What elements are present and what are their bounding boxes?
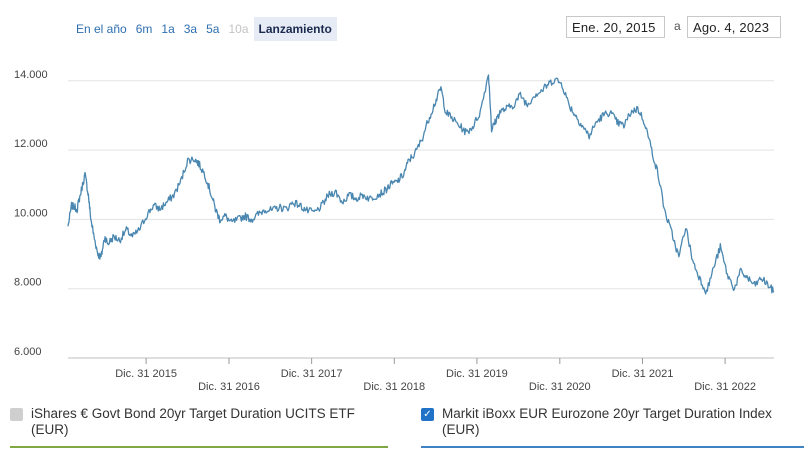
y-tick-label: 14.000 xyxy=(14,69,48,81)
legend-item-ishares-etf[interactable]: iShares € Govt Bond 20yr Target Duration… xyxy=(10,406,388,448)
range-button-0[interactable]: En el año xyxy=(76,22,127,36)
date-range-separator: a xyxy=(674,19,681,33)
x-tick-label: Dic. 31 2022 xyxy=(694,381,756,393)
y-tick-label: 6.000 xyxy=(14,346,42,358)
range-button-1[interactable]: 6m xyxy=(135,22,153,36)
y-tick-label: 10.000 xyxy=(14,207,48,219)
range-button-3[interactable]: 3a xyxy=(183,22,198,36)
x-tick-label: Dic. 31 2021 xyxy=(612,368,674,380)
line-chart: 6.000 8.000 10.000 12.000 14.000 Dic. 31 201… xyxy=(14,69,775,393)
x-tick-label: Dic. 31 2015 xyxy=(115,368,177,380)
x-tick-label: Dic. 31 2020 xyxy=(529,381,591,393)
range-selector: En el año 6m 1a 3a 5a 10a Lanzamiento xyxy=(72,16,338,42)
range-button-6[interactable]: Lanzamiento xyxy=(253,17,337,41)
x-axis: Dic. 31 2015 Dic. 31 2016 Dic. 31 2017 Dic.… xyxy=(115,358,756,393)
date-to-input[interactable]: Ago. 4, 2023 xyxy=(687,16,781,38)
x-tick-label: Dic. 31 2019 xyxy=(446,368,508,380)
range-button-5: 10a xyxy=(228,22,249,36)
x-tick-label: Dic. 31 2018 xyxy=(363,381,425,393)
range-button-2[interactable]: 1a xyxy=(161,22,175,36)
x-tick-label: Dic. 31 2016 xyxy=(198,381,260,393)
grid-lines xyxy=(68,80,774,359)
series-layer xyxy=(67,74,775,295)
y-axis: 6.000 8.000 10.000 12.000 14.000 xyxy=(14,69,48,358)
y-tick-label: 8.000 xyxy=(14,277,42,289)
checkbox-icon[interactable] xyxy=(10,408,23,421)
y-tick-label: 12.000 xyxy=(14,138,48,150)
legend-label: iShares € Govt Bond 20yr Target Duration… xyxy=(31,406,355,437)
range-button-4[interactable]: 5a xyxy=(206,22,220,36)
date-from-input[interactable]: Ene. 20, 2015 xyxy=(566,16,665,38)
x-tick-label: Dic. 31 2017 xyxy=(281,368,343,380)
legend-item-markit-index[interactable]: ✓ Markit iBoxx EUR Eurozone 20yr Target … xyxy=(421,406,804,448)
series-line-0 xyxy=(67,74,775,295)
legend-label: Markit iBoxx EUR Eurozone 20yr Target Du… xyxy=(442,406,772,437)
checkbox-checked-icon[interactable]: ✓ xyxy=(421,408,434,421)
